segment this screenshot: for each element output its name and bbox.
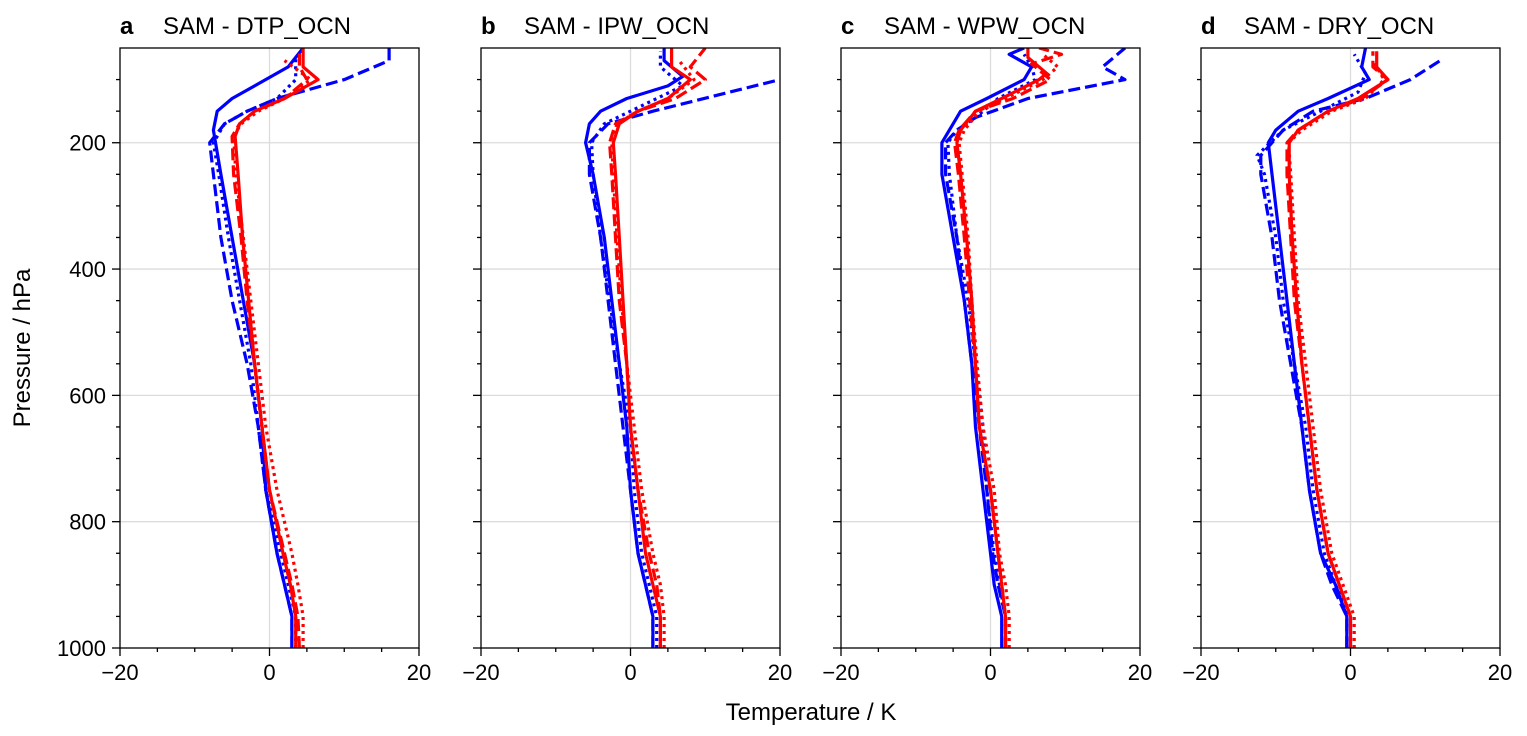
panel-title: SAM - WPW_OCN: [884, 13, 1085, 40]
x-tick-label: −20: [822, 660, 859, 685]
series-red-dashed: [230, 51, 309, 648]
y-axis-label: Pressure / hPa: [9, 268, 36, 427]
x-tick-label: 20: [1128, 660, 1152, 685]
x-tick-label: 0: [984, 660, 996, 685]
panel-title: SAM - IPW_OCN: [524, 13, 709, 40]
x-tick-label: 20: [1488, 660, 1512, 685]
panel-b: −20 0 20 b SAM - IPW_OCN: [462, 13, 792, 685]
series-blue-solid: [940, 48, 1034, 648]
series-red-dotted: [957, 53, 1060, 648]
series-red-dotted: [1286, 59, 1386, 648]
series-blue-dotted: [589, 51, 685, 648]
x-tick-label: 0: [624, 660, 636, 685]
panel-d: −20 0 20 d SAM - DRY_OCN: [1182, 13, 1512, 685]
panel-letter: b: [481, 13, 496, 40]
series-blue-solid: [211, 48, 305, 648]
y-tick-label: 1000: [57, 636, 106, 661]
series-blue-dotted: [211, 57, 298, 648]
series-blue-dotted: [946, 53, 1037, 648]
x-tick-label: 20: [768, 660, 792, 685]
x-tick-label: 0: [263, 660, 275, 685]
y-tick-label: 800: [69, 510, 106, 535]
panel-letter: d: [1201, 13, 1216, 40]
series-red-dotted: [610, 59, 696, 648]
x-axis-label: Temperature / K: [726, 699, 897, 726]
series-blue-solid: [1266, 48, 1371, 648]
y-tick-label: 400: [69, 257, 106, 282]
y-tick-label: 200: [69, 131, 106, 156]
series-red-dotted: [232, 59, 313, 648]
panel-a: −20 0 20 200 400 600 800 1000 a SAM - DTP_OCN: [57, 13, 431, 685]
x-tick-label: −20: [462, 660, 499, 685]
x-tick-label: 0: [1344, 660, 1356, 685]
panel-title: SAM - DRY_OCN: [1244, 13, 1434, 40]
y-tick-label: 600: [69, 383, 106, 408]
panel-c: −20 0 20 c SAM - WPW_OCN: [822, 13, 1152, 685]
x-tick-label: −20: [101, 660, 138, 685]
x-tick-label: 20: [407, 660, 431, 685]
series-blue-solid: [583, 48, 685, 648]
series-red-dashed: [952, 48, 1064, 648]
x-tick-label: −20: [1182, 660, 1219, 685]
panel-title: SAM - DTP_OCN: [163, 13, 351, 40]
series-red-dashed: [1285, 51, 1390, 648]
panel-letter: c: [841, 13, 854, 40]
series-blue-dotted: [1255, 53, 1368, 648]
panel-letter: a: [120, 13, 134, 40]
series-blue-dashed: [587, 78, 780, 648]
series-red-solid: [1287, 51, 1390, 648]
series-blue-dashed: [208, 48, 391, 648]
